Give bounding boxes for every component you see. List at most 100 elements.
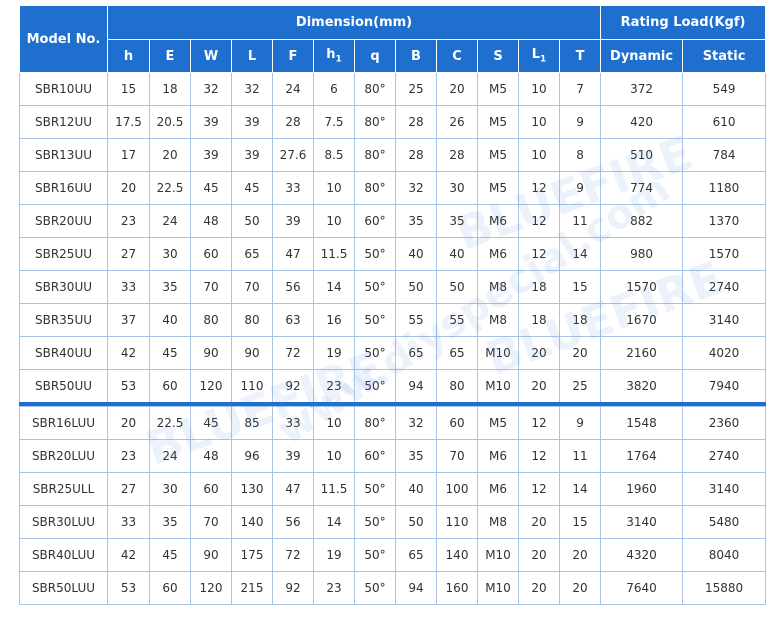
table-cell: 20 xyxy=(518,336,560,370)
table-cell: 3140 xyxy=(682,303,767,337)
table-cell: 14 xyxy=(313,270,355,304)
table-cell: 100 xyxy=(436,472,478,506)
table-cell: 50° xyxy=(354,571,396,605)
table-cell: 9 xyxy=(558,406,602,440)
table-cell: 39 xyxy=(190,138,232,172)
table-cell: 60 xyxy=(190,237,232,271)
table-cell: 420 xyxy=(600,105,684,139)
table-cell: 28 xyxy=(436,138,478,172)
table-cell: 94 xyxy=(395,369,437,405)
table-cell: 20 xyxy=(558,571,602,605)
table-cell: M6 xyxy=(477,204,519,238)
table-cell: 70 xyxy=(190,505,232,539)
model-cell: SBR25UU xyxy=(19,237,108,271)
column-header: L1 xyxy=(518,39,560,73)
table-cell: 27 xyxy=(107,237,150,271)
table-cell: 2740 xyxy=(682,270,767,304)
table-cell: 20 xyxy=(149,138,191,172)
table-cell: 10 xyxy=(313,406,355,440)
model-cell: SBR25ULL xyxy=(19,472,108,506)
table-cell: 2740 xyxy=(682,439,767,473)
table-cell: M5 xyxy=(477,171,519,205)
table-cell: 19 xyxy=(313,538,355,572)
table-cell: 35 xyxy=(436,204,478,238)
table-cell: 8 xyxy=(558,138,602,172)
table-cell: 33 xyxy=(107,270,150,304)
table-cell: 20 xyxy=(107,406,150,440)
table-cell: 23 xyxy=(107,439,150,473)
table-cell: 1548 xyxy=(600,406,684,440)
table-cell: 14 xyxy=(558,237,602,271)
table-cell: 25 xyxy=(558,369,602,405)
model-cell: SBR30UU xyxy=(19,270,108,304)
table-row: SBR13UU 17 20 39 39 27.6 8.5 80° 28 28 M5 10 8 510 784 xyxy=(19,138,767,172)
column-header: W xyxy=(190,39,232,73)
table-cell: 70 xyxy=(231,270,273,304)
table-cell: M8 xyxy=(477,270,519,304)
table-cell: 9 xyxy=(558,171,602,205)
table-cell: M5 xyxy=(477,72,519,106)
table-cell: 90 xyxy=(190,336,232,370)
table-row: SBR25UU 27 30 60 65 47 11.5 50° 40 40 M6 12 14 980 157… xyxy=(19,237,767,271)
table-cell: 28 xyxy=(272,105,314,139)
table-cell: 35 xyxy=(395,439,437,473)
table-cell: 3140 xyxy=(682,472,767,506)
table-cell: 11.5 xyxy=(313,472,355,506)
table-cell: 18 xyxy=(518,303,560,337)
table-cell: 80 xyxy=(436,369,478,405)
column-header: q xyxy=(354,39,396,73)
table-cell: 32 xyxy=(190,72,232,106)
table-row: SBR50LUU 53 60 120 215 92 23 50° 94 160 M10 20 20 764… xyxy=(19,571,767,605)
table-cell: 17.5 xyxy=(107,105,150,139)
table-cell: 1180 xyxy=(682,171,767,205)
table-cell: 15 xyxy=(558,270,602,304)
table-cell: 7 xyxy=(558,72,602,106)
table-cell: M6 xyxy=(477,439,519,473)
table-cell: 90 xyxy=(190,538,232,572)
table-cell: 47 xyxy=(272,237,314,271)
table-cell: 18 xyxy=(558,303,602,337)
table-cell: 20.5 xyxy=(149,105,191,139)
table-cell: 39 xyxy=(272,204,314,238)
table-cell: 28 xyxy=(395,138,437,172)
table-cell: 784 xyxy=(682,138,767,172)
table-cell: 50 xyxy=(436,270,478,304)
table-cell: 30 xyxy=(436,171,478,205)
table-cell: 40 xyxy=(436,237,478,271)
table-cell: 1764 xyxy=(600,439,684,473)
table-cell: 12 xyxy=(518,472,560,506)
table-cell: 25 xyxy=(395,72,437,106)
table-cell: 20 xyxy=(518,369,560,405)
table-cell: 22.5 xyxy=(149,406,191,440)
table-cell: 39 xyxy=(231,105,273,139)
table-cell: 80° xyxy=(354,72,396,106)
table-cell: 18 xyxy=(149,72,191,106)
model-cell: SBR13UU xyxy=(19,138,108,172)
table-cell: 120 xyxy=(190,571,232,605)
table-cell: 80° xyxy=(354,138,396,172)
table-cell: 7940 xyxy=(682,369,767,405)
table-cell: 50 xyxy=(395,270,437,304)
table-cell: 63 xyxy=(272,303,314,337)
table-cell: 19 xyxy=(313,336,355,370)
table-cell: 53 xyxy=(107,571,150,605)
table-cell: 35 xyxy=(149,505,191,539)
table-cell: 72 xyxy=(272,538,314,572)
table-cell: 65 xyxy=(395,538,437,572)
table-cell: 10 xyxy=(518,72,560,106)
table-cell: M10 xyxy=(477,336,519,370)
table-cell: 2160 xyxy=(600,336,684,370)
table-cell: 60 xyxy=(149,571,191,605)
table-cell: 55 xyxy=(395,303,437,337)
column-header: L xyxy=(231,39,273,73)
table-cell: 48 xyxy=(190,439,232,473)
table-cell: 35 xyxy=(395,204,437,238)
table-cell: 10 xyxy=(313,171,355,205)
table-cell: 55 xyxy=(436,303,478,337)
table-cell: 10 xyxy=(313,204,355,238)
table-cell: 110 xyxy=(231,369,273,405)
table-cell: 94 xyxy=(395,571,437,605)
model-cell: SBR16UU xyxy=(19,171,108,205)
table-cell: 980 xyxy=(600,237,684,271)
table-cell: 140 xyxy=(231,505,273,539)
